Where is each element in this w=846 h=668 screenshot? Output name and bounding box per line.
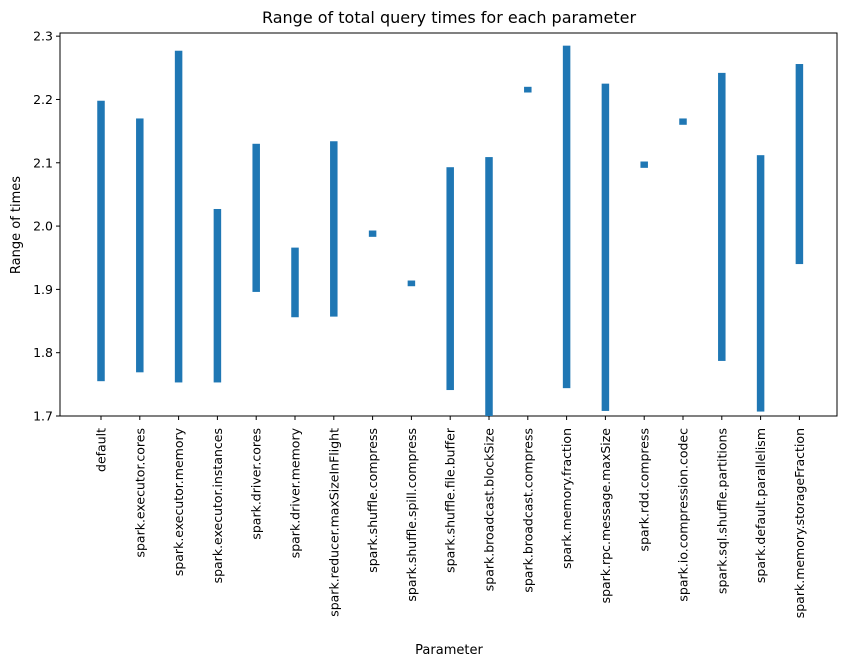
x-tick-label: spark.driver.cores <box>249 428 264 540</box>
bar-spark-broadcast-compress <box>524 86 532 93</box>
plot-frame <box>59 32 838 417</box>
x-tick-label: spark.shuffle.compress <box>365 428 380 573</box>
bar-spark-rdd-compress <box>640 161 648 168</box>
x-tick-label: spark.rdd.compress <box>637 428 652 551</box>
y-tick-label: 1.9 <box>33 282 53 297</box>
y-tick-label: 2.3 <box>33 29 53 44</box>
x-tick-label: spark.memory.fraction <box>559 428 574 569</box>
x-axis: default spark.executor.cores spark.executo… <box>94 416 807 618</box>
x-tick-label: spark.default.parallelism <box>753 428 768 583</box>
x-tick-label: spark.io.compression.codec <box>676 428 691 602</box>
x-tick-label: spark.sql.shuffle.partitions <box>714 428 729 594</box>
bars-group <box>97 45 804 416</box>
x-tick-label: spark.reducer.maxSizeInFlight <box>326 428 341 617</box>
y-tick-label: 2.2 <box>33 92 53 107</box>
bar-spark-driver-memory <box>291 247 299 318</box>
bar-spark-reducer-maxSizeInFlight <box>330 141 338 317</box>
bar-spark-rpc-message-maxSize <box>601 83 610 411</box>
x-tick-label: spark.broadcast.compress <box>520 428 535 593</box>
chart-title: Range of total query times for each para… <box>262 8 636 27</box>
x-tick-label: spark.shuffle.file.buffer <box>443 427 458 573</box>
x-tick-label: spark.executor.instances <box>210 428 225 583</box>
y-axis-label: Range of times <box>9 176 24 274</box>
bar-spark-executor-instances <box>213 208 222 383</box>
x-tick-label: default <box>94 428 109 472</box>
x-tick-label: spark.memory.storageFraction <box>792 428 807 618</box>
bar-spark-executor-memory <box>174 50 183 383</box>
x-tick-label: spark.driver.memory <box>288 427 303 558</box>
x-axis-label: Parameter <box>415 643 483 658</box>
bar-spark-shuffle-compress <box>368 230 377 237</box>
y-tick-label: 1.7 <box>33 409 53 424</box>
bar-spark-executor-cores <box>136 118 144 373</box>
bar-default <box>97 100 105 382</box>
bar-spark-broadcast-blockSize <box>485 157 493 416</box>
x-tick-label: spark.executor.memory <box>171 427 186 576</box>
y-axis: 1.7 1.8 1.9 2.0 2.1 2.2 2.3 <box>33 29 60 424</box>
y-tick-label: 2.1 <box>33 155 53 170</box>
x-tick-label: spark.broadcast.blockSize <box>482 428 497 592</box>
bar-spark-shuffle-spill-compress <box>407 280 416 287</box>
bar-spark-memory-storageFraction <box>795 64 804 265</box>
bar-spark-io-compression-codec <box>679 118 687 125</box>
bar-spark-sql-shuffle-partitions <box>718 72 726 361</box>
x-tick-label: spark.rpc.message.maxSize <box>598 428 613 604</box>
bar-spark-shuffle-file-buffer <box>446 167 454 391</box>
y-tick-label: 2.0 <box>33 219 53 234</box>
bar-spark-driver-cores <box>252 143 260 292</box>
x-tick-label: spark.shuffle.spill.compress <box>404 428 419 602</box>
bar-spark-memory-fraction <box>562 45 571 389</box>
x-tick-label: spark.executor.cores <box>132 428 147 558</box>
bar-spark-default-parallelism <box>756 155 765 412</box>
y-tick-label: 1.8 <box>33 345 53 360</box>
